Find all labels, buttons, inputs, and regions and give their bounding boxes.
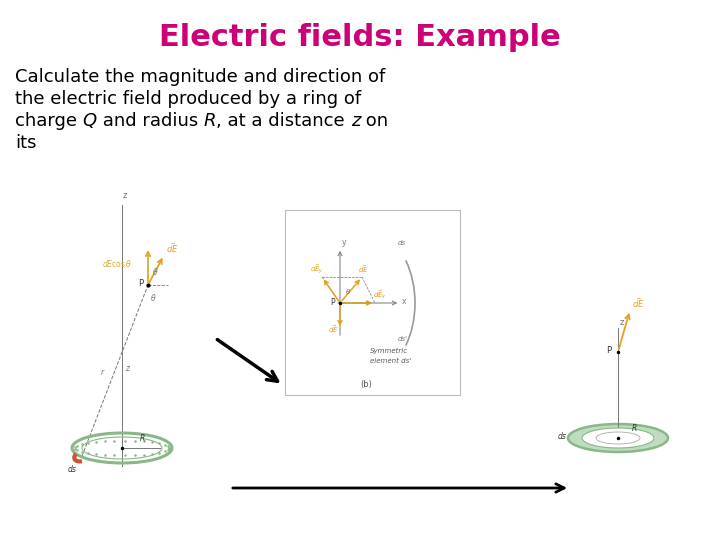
Text: $\vec{dE}$: $\vec{dE}$ xyxy=(328,323,339,335)
Text: P: P xyxy=(330,298,335,307)
Text: ds: ds xyxy=(398,240,406,246)
Text: Electric fields: Example: Electric fields: Example xyxy=(159,24,561,52)
Text: $\vec{dE}$: $\vec{dE}$ xyxy=(632,296,644,310)
Text: P: P xyxy=(138,279,143,288)
Text: charge: charge xyxy=(15,112,83,130)
Text: z: z xyxy=(351,112,360,130)
Text: (b): (b) xyxy=(360,380,372,389)
Text: Calculate the magnitude and direction of: Calculate the magnitude and direction of xyxy=(15,68,385,86)
Text: $\theta$: $\theta$ xyxy=(150,292,156,303)
Text: R: R xyxy=(632,424,637,433)
Text: , at a distance: , at a distance xyxy=(217,112,351,130)
Text: ds': ds' xyxy=(398,336,408,342)
Text: r: r xyxy=(101,368,104,377)
Text: z: z xyxy=(123,191,127,200)
Ellipse shape xyxy=(568,424,668,452)
Text: on: on xyxy=(360,112,388,130)
Text: Symmetric: Symmetric xyxy=(370,348,408,354)
Text: z: z xyxy=(620,318,624,327)
Text: ds: ds xyxy=(558,432,567,441)
Text: $\vec{dE}$: $\vec{dE}$ xyxy=(166,241,179,255)
Text: P: P xyxy=(606,346,611,355)
Text: $\vec{dE}$: $\vec{dE}$ xyxy=(358,264,369,275)
Text: Q: Q xyxy=(83,112,97,130)
Text: the electric field produced by a ring of: the electric field produced by a ring of xyxy=(15,90,361,108)
Text: y: y xyxy=(342,238,346,247)
Ellipse shape xyxy=(582,428,654,448)
Text: ds: ds xyxy=(68,465,77,474)
Text: element ds': element ds' xyxy=(370,358,411,364)
Text: and radius: and radius xyxy=(97,112,204,130)
Text: z: z xyxy=(125,364,129,373)
Text: $\theta$: $\theta$ xyxy=(345,287,351,296)
Text: x: x xyxy=(402,297,407,306)
Text: R: R xyxy=(204,112,217,130)
Text: $d\vec{E}_y$: $d\vec{E}_y$ xyxy=(310,263,324,277)
Text: $dE\cos\theta$: $dE\cos\theta$ xyxy=(102,258,132,269)
Text: $d\vec{E}_x$: $d\vec{E}_x$ xyxy=(373,288,387,301)
Bar xyxy=(285,210,460,395)
Text: R: R xyxy=(140,434,145,443)
Text: $\theta$: $\theta$ xyxy=(152,266,158,277)
Text: its: its xyxy=(15,134,37,152)
